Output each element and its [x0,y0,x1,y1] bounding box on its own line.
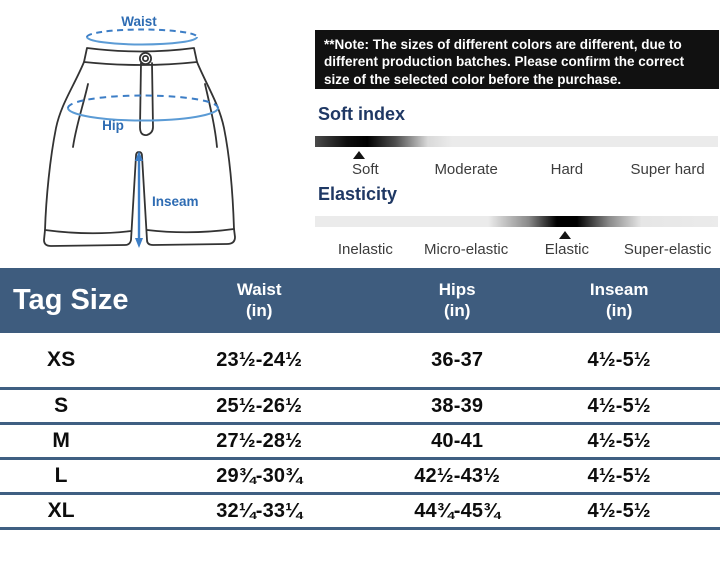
elasticity-labels: Inelastic Micro-elastic Elastic Super-el… [315,241,718,258]
elasticity-marker-icon [558,231,571,239]
soft-index-marker-icon [353,151,366,159]
scale-label-moderate: Moderate [434,161,498,178]
size-table: Tag Size Waist (in) Hips (in) Inseam (in… [0,268,720,530]
inseam-label: Inseam [152,194,199,209]
inseam-arrow [135,151,143,248]
table-row-l: L 29¾-30¾ 42½-43½ 4½-5½ [0,457,720,492]
scale-label-micro-elastic: Micro-elastic [424,241,509,258]
soft-index-bar [315,136,718,159]
scale-label-elastic: Elastic [544,241,589,258]
hips-column-header: Hips (in) [438,280,476,320]
hip-label: Hip [102,118,124,133]
soft-index-labels: Soft Moderate Hard Super hard [315,161,718,178]
scale-label-soft: Soft [352,161,379,178]
hip-ellipse [67,94,219,122]
right-pocket-line [204,83,218,148]
scale-label-super-hard: Super hard [630,161,705,178]
soft-index-scale: Soft index Soft Moderate Hard Super hard [315,104,718,178]
note-box: **Note: The sizes of different colors ar… [315,30,719,89]
inseam-column-header: Inseam (in) [589,280,649,320]
table-row-xl: XL 32¼-33¼ 44¾-45¾ 4½-5½ [0,492,720,527]
size-table-header: Tag Size Waist (in) Hips (in) Inseam (in… [0,268,720,333]
tag-size-header: Tag Size [13,284,129,316]
elasticity-title: Elasticity [318,184,398,204]
elasticity-bar [315,216,718,239]
left-pocket-line [72,83,89,148]
button-icon [138,52,152,66]
soft-index-title: Soft index [318,104,406,124]
waist-ellipse [86,28,198,46]
elasticity-scale: Elasticity Inelastic Micro-elastic Elast… [315,184,718,258]
shorts-measurement-diagram: Waist Hip Inseam [43,14,236,248]
scale-label-inelastic: Inelastic [337,241,393,258]
table-row-m: M 27½-28½ 40-41 4½-5½ [0,422,720,457]
table-row-s: S 25½-26½ 38-39 4½-5½ [0,387,720,422]
scale-label-hard: Hard [550,161,584,178]
waist-label: Waist [121,14,157,29]
table-row-xs: XS 23½-24½ 36-37 4½-5½ [46,348,651,371]
waist-column-header: Waist (in) [236,280,282,320]
size-table-body: XS 23½-24½ 36-37 4½-5½ S 25½-26½ 38-39 4… [0,333,720,530]
scale-label-super-elastic: Super-elastic [623,241,712,258]
